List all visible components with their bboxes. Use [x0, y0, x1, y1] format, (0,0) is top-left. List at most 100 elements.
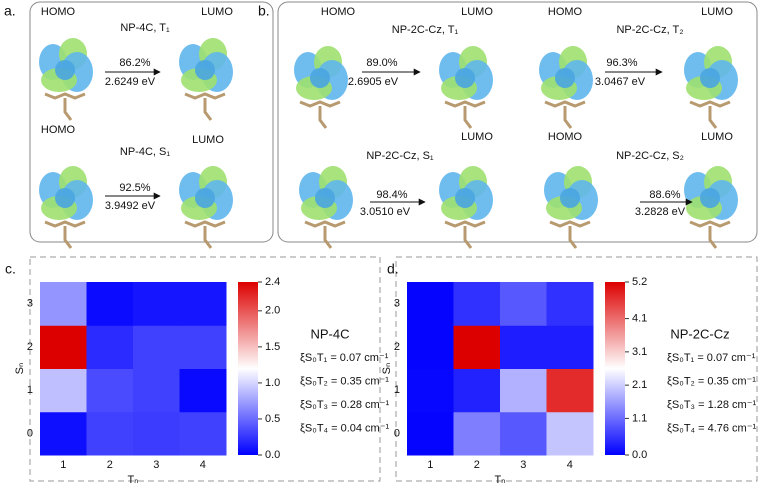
- orbital-image: [299, 166, 353, 249]
- heatmap-cell: [546, 411, 594, 456]
- heatmap-cell: [86, 325, 134, 369]
- orbital-label: LUMO: [461, 131, 493, 143]
- orbital-image: [179, 166, 233, 249]
- coupling-note: ξS₀T₃ = 1.28 cm⁻¹: [667, 399, 756, 411]
- orbital-image: [684, 46, 738, 129]
- panel-box: [277, 1, 758, 243]
- panel-label: d.: [387, 261, 399, 277]
- coupling-note: ξS₀T₄ = 4.76 cm⁻¹: [667, 422, 757, 434]
- heatmap-cell: [500, 325, 547, 369]
- orbital-label: HOMO: [548, 131, 583, 143]
- heatmap-cell: [40, 411, 87, 456]
- coupling-note: ξS₀T₂ = 0.35 cm⁻¹: [300, 375, 389, 387]
- orbital-image: [544, 166, 598, 249]
- orbital-label: HOMO: [321, 6, 356, 18]
- x-tick-label: 3: [153, 459, 159, 471]
- orbital-image: [539, 46, 593, 129]
- orbital-image: [439, 166, 493, 249]
- colorbar-tick-label: 1.5: [265, 341, 280, 353]
- percent: 98.4%: [376, 189, 407, 201]
- y-axis-label: Sₙ: [381, 363, 393, 375]
- molecule: [549, 220, 591, 249]
- orbital-lobe: [310, 68, 330, 88]
- y-tick-label: 0: [27, 427, 33, 439]
- state-title: NP-4C, S₁: [120, 146, 170, 158]
- orbital-image: [439, 46, 493, 129]
- colorbar: [238, 282, 258, 455]
- molecule: [689, 220, 731, 249]
- orbital-image: [684, 166, 738, 249]
- heatmap-cell: [179, 411, 227, 456]
- energy: 2.6905 eV: [348, 76, 399, 88]
- percent: 89.0%: [366, 57, 397, 69]
- heatmap-cell: [86, 282, 134, 326]
- molecule: [44, 220, 86, 249]
- orbital-label: HOMO: [41, 124, 76, 136]
- state-title: NP-4C, T₁: [120, 22, 170, 34]
- orbital-lobe: [55, 60, 75, 80]
- coupling-note: ξS₀T₃ = 0.28 cm⁻¹: [300, 399, 389, 411]
- orbital-label: HOMO: [41, 6, 76, 18]
- orbital-lobe: [555, 68, 575, 88]
- coupling-note: ξS₀T₂ = 0.35 cm⁻¹: [667, 375, 756, 387]
- heatmap-cell: [500, 282, 547, 326]
- heatmap-cell: [179, 368, 227, 413]
- orbital-image: [294, 46, 348, 129]
- coupling-note: ξS₀T₄ = 0.04 cm⁻¹: [300, 422, 390, 434]
- orbital-lobe: [455, 188, 475, 208]
- coupling-note: ξS₀T₁ = 0.07 cm⁻¹: [300, 352, 389, 364]
- orbital-image: [39, 38, 93, 121]
- orbital-lobe: [700, 188, 720, 208]
- heatmap-cell: [500, 411, 547, 456]
- y-tick-label: 2: [394, 341, 400, 353]
- panel-label: b.: [258, 3, 270, 19]
- percent: 96.3%: [606, 57, 637, 69]
- energy: 3.0467 eV: [595, 76, 646, 88]
- orbital-label: LUMO: [461, 6, 493, 18]
- panel-box: [395, 256, 758, 482]
- heatmap-cell: [407, 325, 454, 369]
- percent: 88.6%: [649, 189, 680, 201]
- heatmap-cell: [86, 368, 134, 413]
- panel-box: [29, 1, 274, 243]
- y-tick-label: 3: [27, 298, 33, 310]
- heatmap-cell: [86, 411, 134, 456]
- y-tick-label: 0: [394, 427, 400, 439]
- orbital-label: LUMO: [701, 6, 733, 18]
- orbital-label: LUMO: [701, 131, 733, 143]
- x-axis-label: Tₙ: [127, 474, 138, 486]
- colorbar-tick-label: 2.1: [632, 379, 647, 391]
- orbital-label: LUMO: [201, 6, 233, 18]
- molecule: [299, 100, 341, 129]
- heatmap-cell: [133, 282, 180, 326]
- colorbar-tick-label: 0.0: [265, 449, 280, 461]
- colorbar-tick-label: 4.1: [632, 313, 647, 325]
- heatmap-cell: [453, 368, 501, 413]
- heatmap-cell: [500, 368, 547, 413]
- colorbar-tick-label: 0.5: [265, 413, 280, 425]
- colorbar-tick-label: 2.0: [265, 305, 280, 317]
- orbital-lobe: [315, 188, 335, 208]
- orbital-label: HOMO: [548, 6, 583, 18]
- molecule: [44, 92, 86, 121]
- orbital-lobe: [560, 188, 580, 208]
- colorbar-tick-label: 0.0: [632, 449, 647, 461]
- heatmap-cell: [40, 325, 87, 369]
- orbital-lobe: [195, 60, 215, 80]
- molecule: [689, 100, 731, 129]
- x-tick-label: 2: [474, 459, 480, 471]
- coupling-note: ξS₀T₁ = 0.07 cm⁻¹: [667, 352, 756, 364]
- percent: 86.2%: [119, 57, 150, 69]
- colorbar: [605, 282, 625, 455]
- molecule: [544, 100, 586, 129]
- orbital-lobe: [455, 68, 475, 88]
- y-tick-label: 1: [27, 384, 33, 396]
- heatmap-cell: [133, 368, 180, 413]
- molecule: [184, 220, 226, 249]
- molecule: [184, 92, 226, 121]
- heatmap-cell: [179, 282, 227, 326]
- heatmap-cell: [407, 411, 454, 456]
- energy: 3.9492 eV: [105, 200, 156, 212]
- state-title: NP-2C-Cz, S₂: [616, 150, 684, 162]
